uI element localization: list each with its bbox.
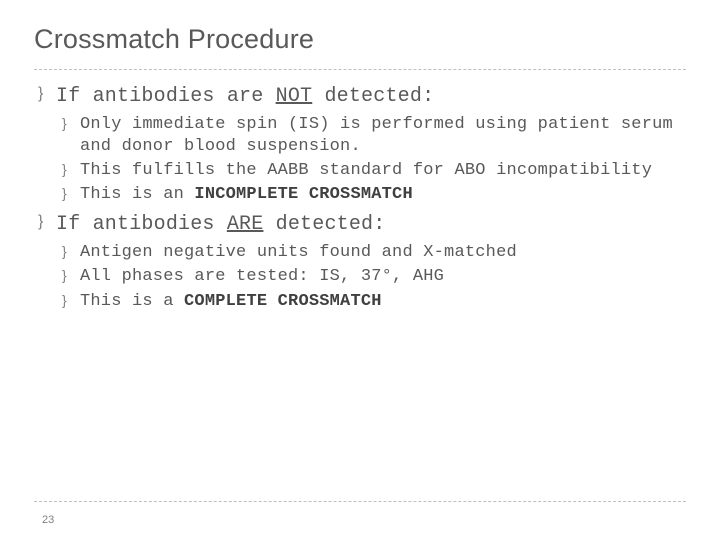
slide-title: Crossmatch Procedure [34,24,686,55]
item-bold: INCOMPLETE CROSSMATCH [194,185,412,204]
heading-post: detected: [312,85,434,108]
bullet-icon: } [62,266,80,285]
bullet-icon: } [62,184,80,203]
item-text: All phases are tested: IS, 37°, AHG [80,266,444,288]
bullet-icon: } [38,212,56,233]
heading-text: If antibodies ARE detected: [56,212,385,238]
page-number: 23 [42,514,54,526]
item-text: This is an INCOMPLETE CROSSMATCH [80,184,413,206]
divider-bottom [34,501,686,502]
bullet-icon: } [62,114,80,133]
section-heading: } If antibodies are NOT detected: [38,84,686,110]
list-item: } Antigen negative units found and X-mat… [38,242,686,264]
heading-text: If antibodies are NOT detected: [56,84,434,110]
list-item: } This fulfills the AABB standard for AB… [38,160,686,182]
bullet-icon: } [38,84,56,105]
item-pre: This is an [80,185,194,204]
item-pre: This is a [80,292,184,311]
item-text: Antigen negative units found and X-match… [80,242,517,264]
heading-post: detected: [263,213,385,236]
item-text: This fulfills the AABB standard for ABO … [80,160,652,182]
list-item: } Only immediate spin (IS) is performed … [38,114,686,158]
bullet-icon: } [62,160,80,179]
divider-top [34,69,686,70]
item-text: Only immediate spin (IS) is performed us… [80,114,686,158]
item-text: This is a COMPLETE CROSSMATCH [80,291,382,313]
section-heading: } If antibodies ARE detected: [38,212,686,238]
bullet-icon: } [62,242,80,261]
content-body: } If antibodies are NOT detected: } Only… [34,84,686,313]
heading-underlined: ARE [227,213,264,236]
heading-pre: If antibodies are [56,85,276,108]
heading-underlined: NOT [276,85,313,108]
list-item: } This is a COMPLETE CROSSMATCH [38,291,686,313]
slide: Crossmatch Procedure } If antibodies are… [0,0,720,540]
bullet-icon: } [62,291,80,310]
list-item: } This is an INCOMPLETE CROSSMATCH [38,184,686,206]
list-item: } All phases are tested: IS, 37°, AHG [38,266,686,288]
item-bold: COMPLETE CROSSMATCH [184,292,382,311]
heading-pre: If antibodies [56,213,227,236]
